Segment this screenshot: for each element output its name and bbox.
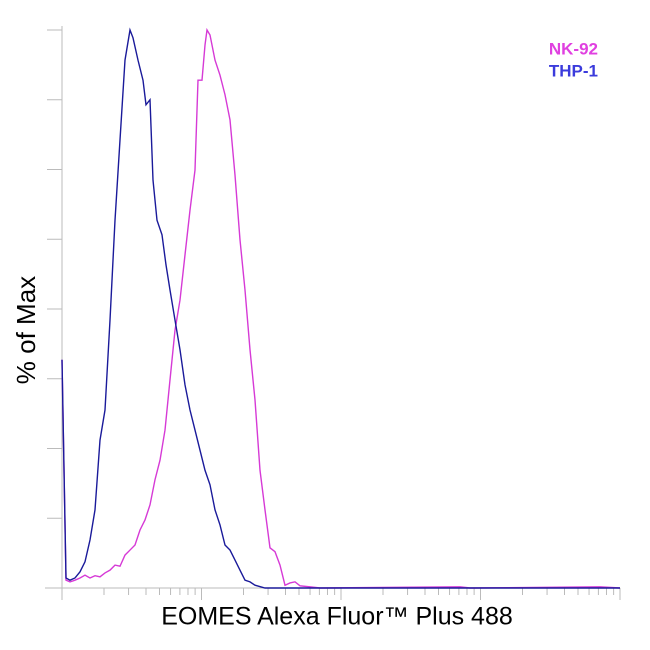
- legend-label: THP-1: [549, 61, 598, 80]
- series-line: [61, 27, 621, 589]
- y-axis-label: % of Max: [11, 276, 41, 384]
- legend-label: NK-92: [549, 39, 598, 58]
- series-line: [61, 27, 620, 589]
- x-axis-label: EOMES Alexa Fluor™ Plus 488: [161, 603, 513, 631]
